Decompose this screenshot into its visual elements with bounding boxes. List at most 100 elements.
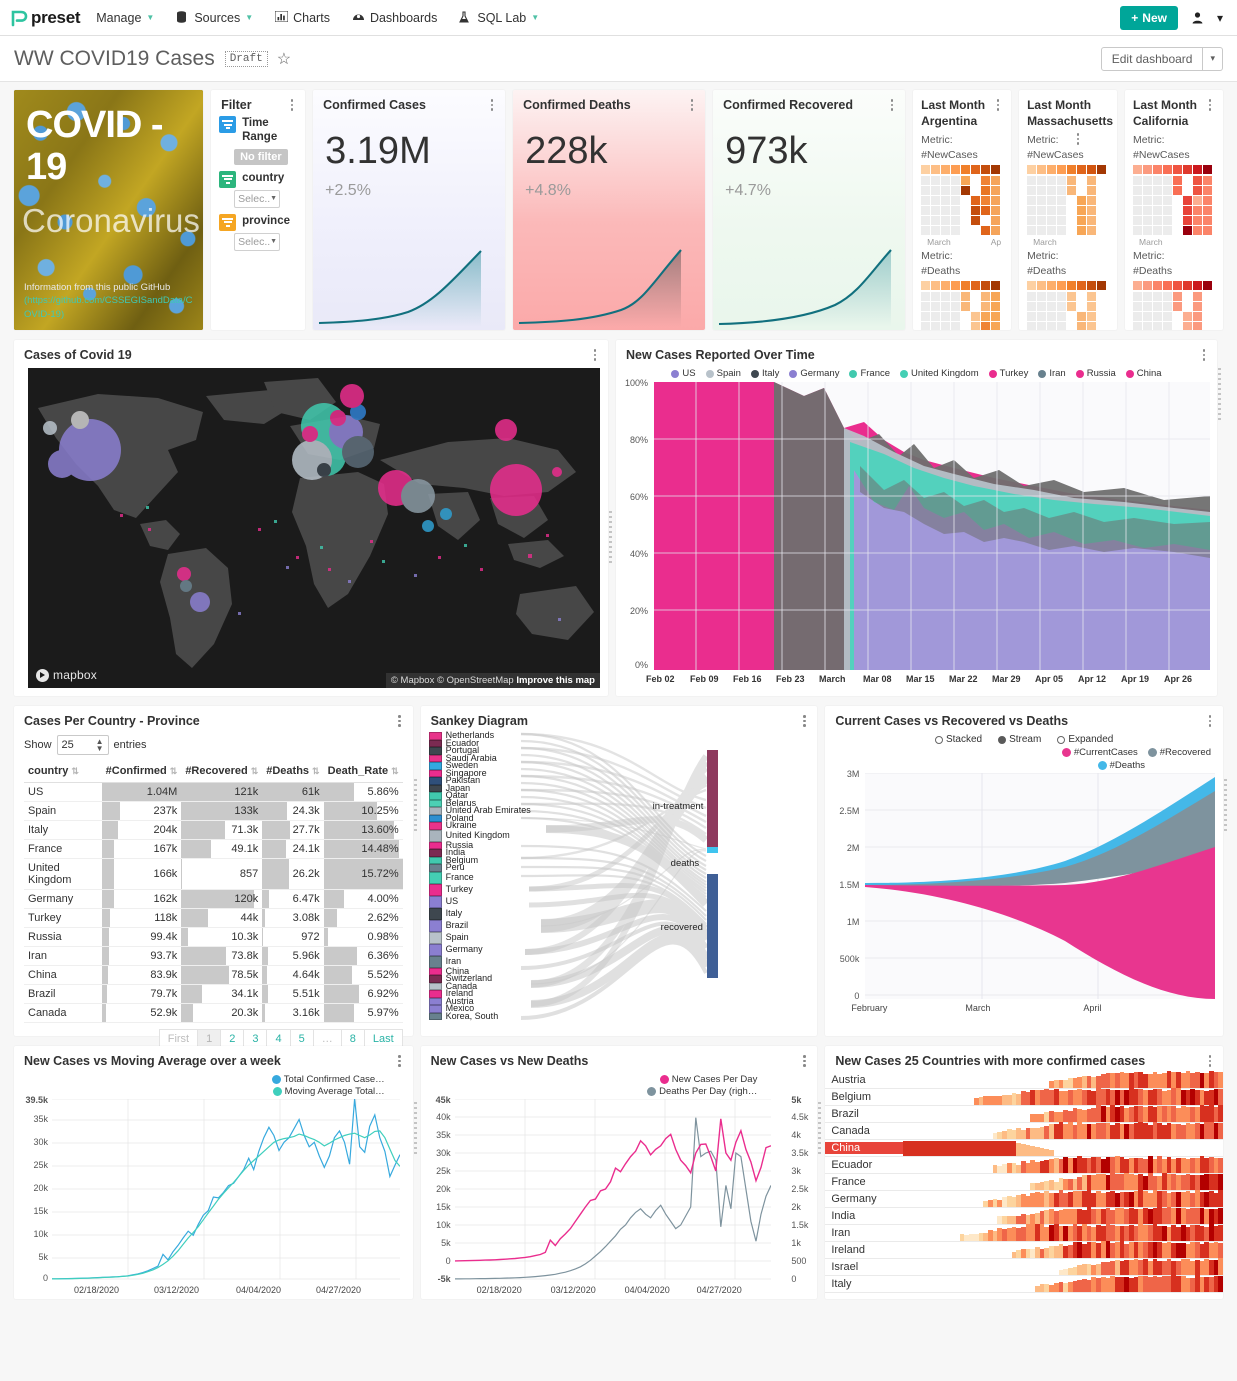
table-row[interactable]: France 167k 49.1k 24.1k 14.48% [24, 839, 403, 860]
heatmap-country-label[interactable]: Ecuador [831, 1159, 873, 1171]
sankey-source-item[interactable]: Singapore [428, 768, 531, 777]
sankey-source-item[interactable]: Belarus [428, 798, 531, 807]
sankey-source-item[interactable]: Spain [428, 931, 531, 944]
sankey-source-item[interactable]: Peru [428, 863, 531, 872]
heatmap-row[interactable]: Ecuador [825, 1155, 1223, 1174]
sankey-source-item[interactable]: Turkey [428, 883, 531, 896]
sankey-source-item[interactable]: Mexico [428, 1004, 531, 1013]
nav-item-dashboards[interactable]: Dashboards [352, 11, 437, 25]
legend-item-currentcases[interactable]: #CurrentCases [1061, 747, 1138, 758]
legend-item-united-kingdom[interactable]: United Kingdom [900, 368, 979, 379]
new-cases-vs-deaths-menu-icon[interactable] [799, 1054, 809, 1068]
favorite-star-icon[interactable]: ☆ [276, 50, 292, 68]
table-row[interactable]: US 1.04M 121k 61k 5.86% [24, 782, 403, 803]
heatmap-country-label[interactable]: Germany [831, 1193, 877, 1205]
legend-item-spain[interactable]: Spain [705, 368, 741, 379]
stream-menu-icon[interactable] [1205, 714, 1215, 728]
table-row[interactable]: Iran 93.7k 73.8k 5.96k 6.36% [24, 946, 403, 967]
legend-item-china[interactable]: China [1125, 368, 1162, 379]
sankey-source-item[interactable]: Iran [428, 955, 531, 968]
resize-handle[interactable] [818, 1101, 822, 1157]
sankey-source-item[interactable]: Qatar [428, 791, 531, 800]
sankey-source-item[interactable]: Ecuador [428, 738, 531, 747]
lm-ca-menu-icon[interactable] [1205, 98, 1215, 112]
new-cases-over-time-menu-icon[interactable] [1199, 348, 1209, 362]
heatmap-row[interactable]: Israel [825, 1257, 1223, 1276]
sankey-menu-icon[interactable] [799, 714, 809, 728]
sankey-source-item[interactable]: Switzerland [428, 974, 531, 983]
lm-argentina-menu-icon[interactable] [993, 98, 1003, 112]
heatmap-row[interactable]: Canada [825, 1121, 1223, 1140]
table-row[interactable]: Russia 99.4k 10.3k 972 0.98% [24, 927, 403, 948]
confirmed-deaths-menu-icon[interactable] [687, 98, 697, 112]
dashboard-menu-chevron-down-icon[interactable]: ▾ [1203, 46, 1223, 71]
sankey-source-item[interactable]: US [428, 895, 531, 908]
heatmap-country-label[interactable]: Belgium [831, 1091, 872, 1103]
heatmap-country-label[interactable]: Italy [831, 1278, 852, 1290]
heatmap-row[interactable]: Belgium [825, 1087, 1223, 1106]
sankey-source-item[interactable]: Brazil [428, 919, 531, 932]
heatmap-country-label[interactable]: Iran [831, 1227, 851, 1239]
heatmap-row[interactable]: Iran [825, 1223, 1223, 1242]
heatmap-country-label[interactable]: Austria [831, 1074, 866, 1086]
sankey-source-item[interactable]: Belgium [428, 855, 531, 864]
sankey-source-item[interactable]: China [428, 966, 531, 975]
sankey-source-item[interactable]: Pakistan [428, 776, 531, 785]
legend-item-new-cases-per-day[interactable]: New Cases Per Day [659, 1074, 757, 1085]
edit-dashboard-button[interactable]: Edit dashboard [1100, 46, 1204, 71]
heatmap-row[interactable]: Germany [825, 1189, 1223, 1208]
heatmap-row[interactable]: India [825, 1206, 1223, 1225]
heatmap-row[interactable]: Italy [825, 1274, 1223, 1293]
sankey-source-item[interactable]: Korea, South [428, 1011, 531, 1020]
map-menu-icon[interactable] [590, 348, 600, 362]
sankey-source-item[interactable]: Italy [428, 907, 531, 920]
legend-item-us[interactable]: US [671, 368, 696, 379]
table-row[interactable]: Canada 52.9k 20.3k 3.16k 5.97% [24, 1003, 403, 1024]
confirmed-recovered-menu-icon[interactable] [887, 98, 897, 112]
sankey-source-item[interactable]: Russia [428, 840, 531, 849]
th-recovered[interactable]: #Recovered ⇅ [181, 761, 263, 784]
th-deaths[interactable]: #Deaths ⇅ [262, 761, 324, 784]
heatmap-row[interactable]: China [825, 1140, 1223, 1157]
table-row[interactable]: China 83.9k 78.5k 4.64k 5.52% [24, 965, 403, 986]
th-death-rate[interactable]: Death_Rate ⇅ [323, 761, 403, 784]
radio-stacked[interactable]: Stacked [934, 734, 982, 745]
country-select[interactable]: Selec.. ▼ [234, 189, 281, 208]
mapbox-logo[interactable]: mapbox [36, 668, 97, 682]
province-select[interactable]: Selec.. ▼ [234, 232, 281, 251]
sankey-source-item[interactable]: France [428, 871, 531, 884]
legend-item-deaths-per-day[interactable]: Deaths Per Day (righ… [647, 1086, 757, 1097]
resize-handle[interactable] [1218, 368, 1221, 424]
sankey-source-item[interactable]: Canada [428, 981, 531, 990]
heatmap-country-label[interactable]: China [825, 1142, 904, 1154]
cases-per-country-menu-icon[interactable] [395, 714, 405, 728]
sankey-source-item[interactable]: Germany [428, 943, 531, 956]
sankey-source-item[interactable]: Netherlands [428, 731, 531, 740]
resize-handle[interactable] [413, 1101, 417, 1157]
lm-ma-menu-icon[interactable] [1073, 132, 1083, 146]
table-row[interactable]: Italy 204k 71.3k 27.7k 13.60% [24, 820, 403, 841]
heatmap-country-label[interactable]: Brazil [831, 1108, 859, 1120]
resize-handle[interactable] [609, 510, 612, 566]
heatmap-row[interactable]: Ireland [825, 1240, 1223, 1259]
heatmap-country-label[interactable]: Ireland [831, 1244, 865, 1256]
user-menu-chevron-down-icon[interactable]: ▾ [1216, 10, 1223, 25]
legend-item-total-confirmed[interactable]: Total Confirmed Case… [271, 1074, 385, 1085]
nav-item-charts[interactable]: Charts [275, 11, 330, 25]
radio-stream[interactable]: Stream [998, 734, 1041, 745]
table-row[interactable]: United Kingdom 166k 857 26.2k 15.72% [24, 858, 403, 891]
legend-item-germany[interactable]: Germany [789, 368, 839, 379]
legend-item-iran[interactable]: Iran [1038, 368, 1066, 379]
radio-expanded[interactable]: Expanded [1057, 734, 1113, 745]
th-country[interactable]: country ⇅ [24, 761, 102, 784]
sankey-source-item[interactable]: Sweden [428, 761, 531, 770]
sankey-label-recovered[interactable]: recovered [661, 922, 703, 933]
sankey-label-deaths[interactable]: deaths [671, 858, 700, 869]
nav-item-sources[interactable]: Sources ▼ [176, 11, 253, 25]
user-icon[interactable] [1192, 11, 1203, 24]
legend-item-italy[interactable]: Italy [750, 368, 779, 379]
legend-item-deaths[interactable]: #Deaths [1097, 760, 1145, 771]
sankey-source-item[interactable]: Ukraine [428, 821, 531, 830]
heatmap-country-label[interactable]: Israel [831, 1261, 859, 1273]
confirmed-cases-menu-icon[interactable] [487, 98, 497, 112]
